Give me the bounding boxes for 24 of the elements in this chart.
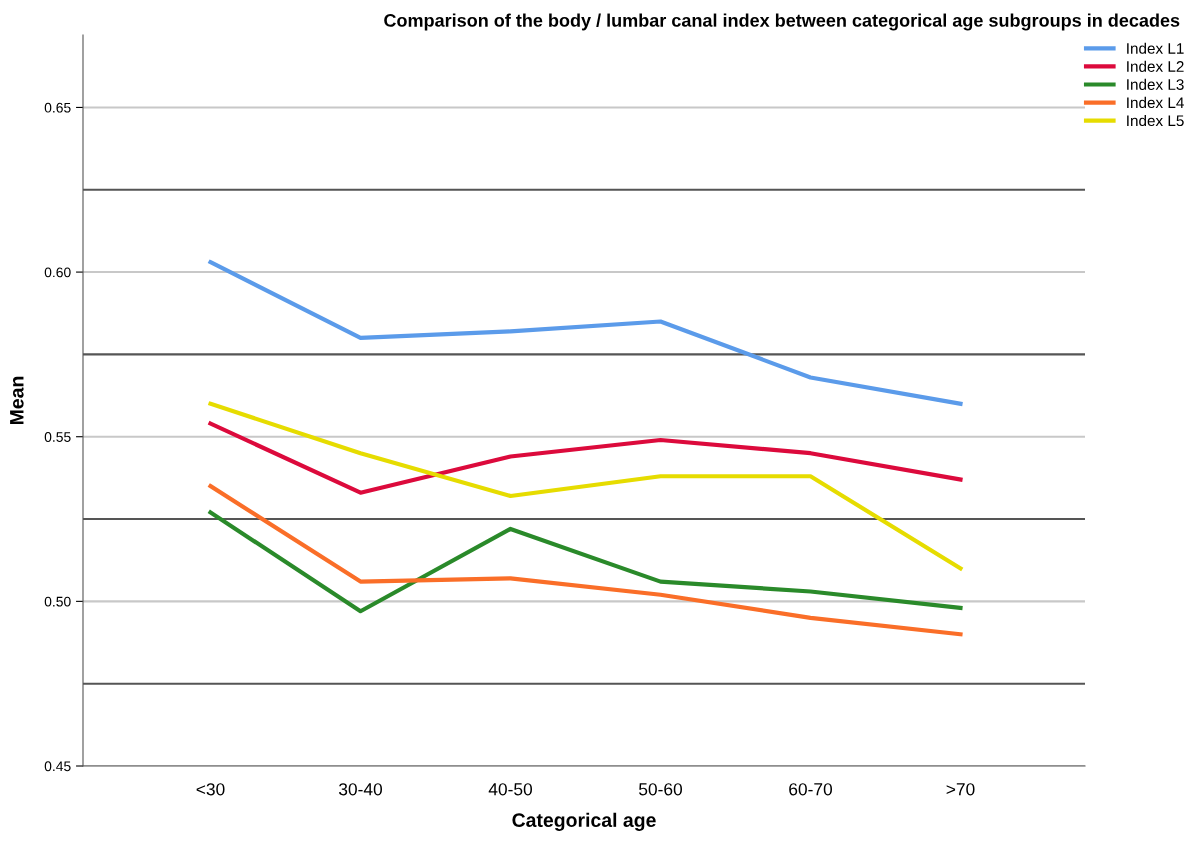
x-tick-label: 50-60 (639, 783, 683, 796)
y-tick-label: 0.55 (44, 432, 71, 442)
legend-label: Index L4 (1127, 96, 1184, 109)
y-tick-label: 0.65 (44, 102, 71, 113)
x-tick-label: 30-40 (338, 783, 383, 796)
x-tick-label: >70 (946, 783, 975, 796)
y-tick-label: 0.60 (44, 267, 71, 278)
x-tick-label: 40-50 (488, 783, 533, 796)
legend-label: Index L2 (1127, 60, 1184, 72)
line-series (208, 421, 963, 495)
y-tick-label: 0.50 (44, 596, 71, 607)
y-axis-title: Mean (10, 376, 24, 425)
line-series (208, 260, 963, 406)
x-axis-title: Categorical age (512, 812, 656, 831)
chart-title: Comparison of the body / lumbar canal index between categorical age subgroups in decades (384, 13, 1180, 31)
line-series (208, 484, 963, 637)
x-tick-label: <30 (196, 783, 225, 796)
line-series (208, 510, 963, 614)
legend-label: Index L1 (1127, 42, 1184, 54)
legend-label: Index L5 (1127, 114, 1184, 127)
line-series (208, 401, 963, 571)
y-tick-label: 0.45 (44, 761, 71, 772)
x-tick-label: 60-70 (789, 783, 833, 796)
legend-label: Index L3 (1127, 78, 1184, 90)
